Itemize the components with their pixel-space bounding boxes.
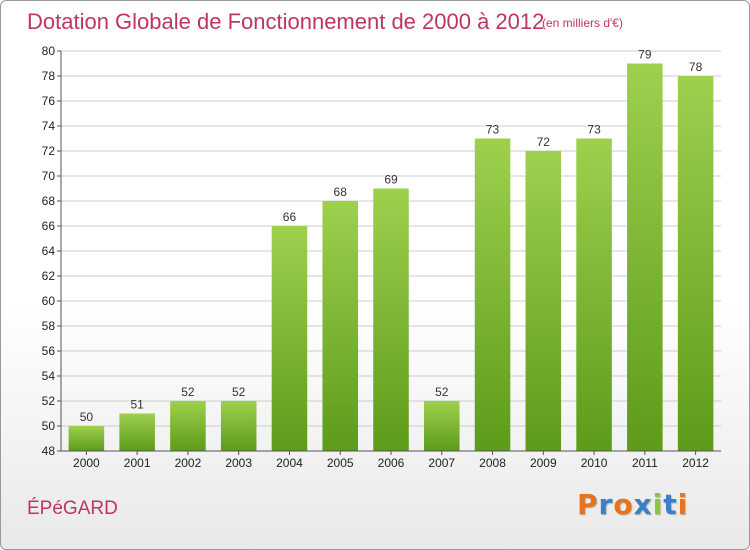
y-tick-label: 80: [42, 44, 56, 58]
y-tick-label: 52: [42, 394, 56, 408]
value-label: 78: [689, 60, 703, 74]
x-tick-label: 2011: [632, 456, 658, 470]
bar: [119, 413, 155, 451]
x-tick-label: 2012: [682, 456, 709, 470]
bar: [322, 201, 358, 451]
y-tick-label: 54: [42, 369, 56, 383]
x-tick-label: 2006: [378, 456, 405, 470]
y-tick-label: 70: [42, 169, 56, 183]
x-tick-label: 2003: [225, 456, 252, 470]
value-label: 72: [537, 135, 551, 149]
y-tick-label: 58: [42, 319, 56, 333]
y-tick-label: 66: [42, 219, 56, 233]
logo-letter: P: [577, 488, 599, 521]
commune-name: ÉPéGARD: [27, 498, 118, 519]
bar: [271, 226, 308, 451]
bar: [220, 401, 257, 451]
chart-title: Dotation Globale de Fonctionnement de 20…: [27, 9, 545, 34]
x-tick-label: 2010: [581, 456, 608, 470]
y-tick-label: 68: [42, 194, 56, 208]
labels: 48 50 52 54 56 58 60 62 64 66 68 70 72 74 76 78 80 50 2000…: [42, 44, 710, 470]
y-tick-label: 62: [42, 269, 56, 283]
bars: [68, 63, 714, 451]
bar: [677, 76, 714, 451]
y-tick-label: 50: [42, 419, 56, 433]
bar: [170, 401, 206, 451]
y-tick-label: 72: [42, 144, 56, 158]
value-label: 69: [384, 173, 398, 187]
bar: [424, 401, 460, 451]
y-tick-label: 78: [42, 69, 56, 83]
x-tick-label: 2002: [175, 456, 202, 470]
logo-letter: t: [663, 488, 678, 521]
proxiti-logo: Proxiti: [577, 488, 688, 521]
value-label: 66: [283, 210, 297, 224]
value-label: 73: [486, 123, 500, 137]
x-tick-label: 2004: [276, 456, 303, 470]
y-tick-label: 48: [42, 444, 56, 458]
x-tick-label: 2005: [327, 456, 354, 470]
logo-letter: i: [652, 488, 664, 521]
bar: [576, 138, 612, 451]
axes: [57, 50, 721, 455]
x-tick-label: 2008: [479, 456, 506, 470]
value-label: 52: [435, 385, 449, 399]
bar: [474, 138, 511, 451]
bar: [68, 426, 105, 451]
value-label: 68: [334, 185, 348, 199]
value-label: 50: [80, 410, 94, 424]
y-tick-label: 76: [42, 94, 56, 108]
value-label: 79: [638, 48, 652, 62]
value-label: 52: [232, 385, 246, 399]
y-tick-label: 56: [42, 344, 56, 358]
x-tick-label: 2001: [124, 456, 151, 470]
logo-letter: o: [613, 488, 634, 521]
value-label: 52: [181, 385, 195, 399]
value-label: 51: [130, 398, 144, 412]
value-label: 73: [587, 123, 601, 137]
x-tick-label: 2009: [530, 456, 557, 470]
y-tick-label: 60: [42, 294, 56, 308]
x-tick-label: 2000: [73, 456, 100, 470]
logo-letter: r: [598, 488, 614, 521]
logo-letter: x: [633, 488, 653, 521]
bar: [525, 151, 562, 451]
logo-letter: i: [677, 488, 689, 521]
chart-unit-note: (en milliers d'€): [542, 16, 623, 30]
bar: [627, 63, 663, 451]
y-tick-label: 64: [42, 244, 56, 258]
y-tick-label: 74: [42, 119, 56, 133]
x-tick-label: 2007: [428, 456, 455, 470]
bar: [373, 188, 409, 451]
